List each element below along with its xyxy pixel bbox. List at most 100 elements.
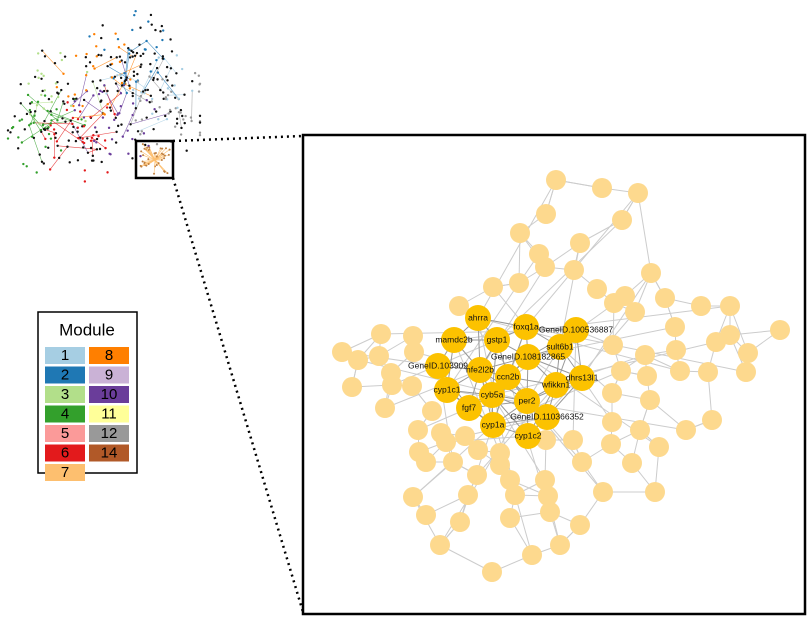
overview-node [152, 127, 155, 131]
hub-node [484, 327, 510, 353]
overview-edge [125, 53, 130, 80]
overview-node [35, 171, 38, 174]
overview-node [43, 119, 46, 123]
overview-node [27, 82, 30, 85]
hub-node [514, 388, 540, 414]
overview-edge [51, 109, 75, 121]
node [570, 233, 590, 253]
overview-node [198, 121, 202, 124]
overview-node [54, 82, 58, 85]
overview-node [10, 126, 14, 130]
overview-edge [33, 105, 38, 123]
overview-edge [90, 93, 122, 119]
hub-node [563, 317, 589, 343]
overview-node [19, 82, 22, 86]
overview-node [175, 72, 178, 75]
edge [637, 192, 652, 274]
overview-node [198, 133, 202, 137]
node [500, 508, 520, 528]
overview-node [50, 95, 53, 98]
overview-node [101, 24, 104, 27]
node [655, 288, 675, 308]
overview-node [184, 114, 187, 118]
node [625, 302, 645, 322]
overview-node [49, 124, 52, 127]
overview-node [53, 133, 56, 136]
overview-node [173, 84, 176, 87]
overview-edge [142, 154, 156, 161]
node [665, 317, 685, 337]
overview-node [98, 147, 102, 151]
node [640, 390, 660, 410]
overview-edge [41, 50, 64, 75]
legend-swatch [45, 386, 85, 403]
overview-node [125, 76, 128, 79]
node [509, 273, 529, 293]
overview-edge [141, 151, 156, 161]
overview-node [114, 141, 118, 144]
overview-node [40, 72, 43, 75]
overview-edge [78, 71, 88, 106]
node [382, 375, 402, 395]
node [535, 470, 555, 490]
overview-node [145, 98, 148, 102]
hub-node [480, 412, 506, 438]
overview-node [136, 130, 140, 133]
overview-edge [137, 118, 168, 132]
overview-node [81, 137, 84, 140]
node [416, 505, 436, 525]
overview-node [118, 60, 122, 64]
overview-node [103, 84, 106, 87]
overview-edge [79, 113, 104, 138]
overview-node [147, 162, 150, 165]
overview-node [76, 159, 80, 162]
legend-label: 6 [61, 444, 69, 461]
overview-node [47, 132, 51, 136]
gene-label: cyp1a [482, 419, 505, 429]
overview-node [169, 38, 172, 41]
overview-edge [148, 159, 156, 165]
node [611, 361, 631, 381]
overview-edge [106, 93, 119, 114]
node [601, 434, 621, 454]
overview-node [116, 74, 119, 77]
node [342, 377, 362, 397]
gene-label: mamdc2b [435, 334, 473, 344]
hub-node [465, 305, 491, 331]
overview-node [101, 116, 105, 119]
overview-node [152, 76, 155, 80]
node [550, 535, 570, 555]
overview-node [118, 55, 122, 58]
overview-node [19, 102, 22, 105]
overview-node [83, 180, 87, 183]
legend-label: 9 [105, 366, 113, 383]
module-network: ahrra mamdc2b foxq1a GeneID.100536887 gstp1 G… [332, 170, 790, 582]
overview-node [143, 48, 147, 51]
overview-node [53, 61, 57, 65]
overview-node [170, 50, 174, 53]
overview-node [157, 162, 160, 165]
overview-node [57, 95, 60, 99]
overview-node [168, 108, 172, 112]
overview-node [191, 80, 194, 83]
overview-node [138, 43, 141, 46]
overview-node [142, 132, 146, 135]
overview-node [149, 13, 153, 17]
hub-node [513, 314, 539, 340]
overview-node [84, 65, 88, 68]
overview-node [148, 146, 151, 149]
node [670, 361, 690, 381]
overview-node [9, 131, 12, 134]
node [538, 486, 558, 506]
gene-label: cyp1c2 [515, 430, 542, 440]
overview-node [83, 169, 87, 172]
overview-node [185, 149, 188, 152]
overview-node [160, 159, 163, 162]
overview-node [146, 88, 150, 92]
overview-node [93, 67, 96, 70]
node [635, 345, 655, 365]
overview-node [149, 70, 152, 73]
overview-node [117, 46, 121, 49]
overview-node [193, 71, 197, 75]
overview-node [154, 152, 157, 155]
